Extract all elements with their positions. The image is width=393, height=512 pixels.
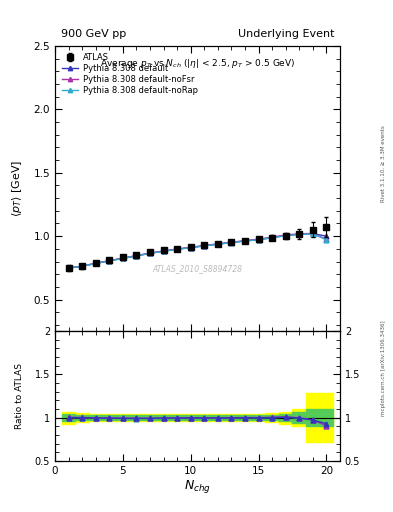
Pythia 8.308 default-noRap <box>188 245 193 251</box>
Pythia 8.308 default <box>310 230 315 237</box>
Pythia 8.308 default <box>202 243 207 249</box>
Pythia 8.308 default-noFsr <box>80 263 84 269</box>
Y-axis label: $\langle p_T \rangle$ [GeV]: $\langle p_T \rangle$ [GeV] <box>10 160 24 217</box>
Pythia 8.308 default-noFsr <box>270 234 274 240</box>
Pythia 8.308 default-noRap <box>175 246 180 252</box>
Pythia 8.308 default <box>188 245 193 251</box>
Pythia 8.308 default-noFsr <box>134 252 139 259</box>
Pythia 8.308 default-noRap <box>121 255 125 262</box>
X-axis label: $N_{chg}$: $N_{chg}$ <box>184 478 211 496</box>
Line: Pythia 8.308 default-noFsr: Pythia 8.308 default-noFsr <box>66 231 329 270</box>
Pythia 8.308 default <box>256 237 261 243</box>
Pythia 8.308 default-noFsr <box>94 260 98 266</box>
Text: Average $p_T$ vs $N_{ch}$ ($|\eta|$ < 2.5, $p_T$ > 0.5 GeV): Average $p_T$ vs $N_{ch}$ ($|\eta|$ < 2.… <box>100 57 295 71</box>
Pythia 8.308 default-noFsr <box>242 238 247 244</box>
Pythia 8.308 default-noRap <box>148 250 152 257</box>
Pythia 8.308 default-noRap <box>229 240 234 246</box>
Pythia 8.308 default <box>121 255 125 262</box>
Pythia 8.308 default <box>94 260 98 266</box>
Pythia 8.308 default-noRap <box>66 265 71 271</box>
Pythia 8.308 default-noFsr <box>310 230 315 237</box>
Pythia 8.308 default-noRap <box>134 253 139 259</box>
Y-axis label: Ratio to ATLAS: Ratio to ATLAS <box>15 363 24 429</box>
Pythia 8.308 default-noFsr <box>202 243 207 249</box>
Text: Underlying Event: Underlying Event <box>238 29 334 39</box>
Pythia 8.308 default-noFsr <box>121 255 125 261</box>
Pythia 8.308 default-noFsr <box>175 246 180 252</box>
Pythia 8.308 default-noRap <box>324 237 329 243</box>
Pythia 8.308 default-noFsr <box>66 265 71 271</box>
Pythia 8.308 default <box>148 250 152 257</box>
Line: Pythia 8.308 default: Pythia 8.308 default <box>66 231 329 270</box>
Pythia 8.308 default <box>66 265 71 271</box>
Pythia 8.308 default-noRap <box>256 237 261 243</box>
Pythia 8.308 default <box>297 231 301 238</box>
Pythia 8.308 default-noFsr <box>148 250 152 256</box>
Pythia 8.308 default <box>229 240 234 246</box>
Pythia 8.308 default-noRap <box>297 231 301 238</box>
Pythia 8.308 default-noFsr <box>107 258 112 264</box>
Pythia 8.308 default-noFsr <box>215 241 220 247</box>
Text: ATLAS_2010_S8894728: ATLAS_2010_S8894728 <box>152 264 242 273</box>
Pythia 8.308 default-noRap <box>80 263 84 269</box>
Text: Rivet 3.1.10, ≥ 3.3M events: Rivet 3.1.10, ≥ 3.3M events <box>381 125 386 202</box>
Text: 900 GeV pp: 900 GeV pp <box>61 29 126 39</box>
Pythia 8.308 default-noFsr <box>229 239 234 245</box>
Pythia 8.308 default-noFsr <box>256 236 261 242</box>
Pythia 8.308 default-noFsr <box>188 244 193 250</box>
Pythia 8.308 default <box>215 241 220 247</box>
Pythia 8.308 default-noRap <box>202 243 207 249</box>
Pythia 8.308 default-noRap <box>215 241 220 247</box>
Pythia 8.308 default <box>283 232 288 239</box>
Pythia 8.308 default-noRap <box>161 248 166 254</box>
Pythia 8.308 default-noRap <box>270 234 274 241</box>
Pythia 8.308 default-noFsr <box>297 231 301 237</box>
Pythia 8.308 default <box>134 253 139 259</box>
Pythia 8.308 default <box>270 234 274 241</box>
Pythia 8.308 default <box>324 233 329 239</box>
Pythia 8.308 default-noFsr <box>324 236 329 242</box>
Pythia 8.308 default-noRap <box>310 231 315 237</box>
Pythia 8.308 default-noRap <box>242 238 247 244</box>
Legend: ATLAS, Pythia 8.308 default, Pythia 8.308 default-noFsr, Pythia 8.308 default-no: ATLAS, Pythia 8.308 default, Pythia 8.30… <box>59 50 200 97</box>
Pythia 8.308 default-noRap <box>283 232 288 239</box>
Pythia 8.308 default-noFsr <box>283 232 288 238</box>
Pythia 8.308 default-noRap <box>107 258 112 264</box>
Pythia 8.308 default <box>175 246 180 252</box>
Pythia 8.308 default <box>80 263 84 269</box>
Pythia 8.308 default-noRap <box>94 260 98 266</box>
Pythia 8.308 default <box>161 248 166 254</box>
Pythia 8.308 default <box>107 258 112 264</box>
Pythia 8.308 default <box>242 238 247 244</box>
Line: Pythia 8.308 default-noRap: Pythia 8.308 default-noRap <box>66 231 329 270</box>
Pythia 8.308 default-noFsr <box>161 248 166 254</box>
Text: mcplots.cern.ch [arXiv:1306.3436]: mcplots.cern.ch [arXiv:1306.3436] <box>381 321 386 416</box>
